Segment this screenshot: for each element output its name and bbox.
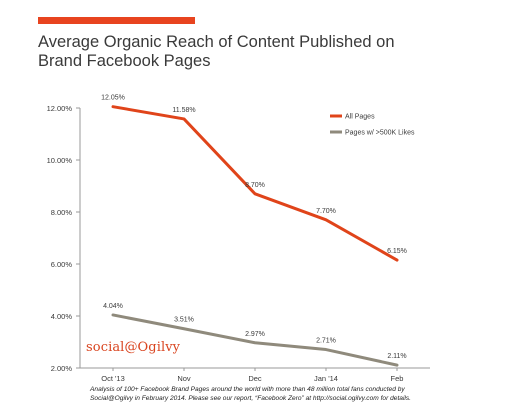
y-tick-label: 12.00%	[47, 104, 73, 113]
data-label: 12.05%	[101, 95, 125, 102]
footnote-line-2: Social@Ogilvy in February 2014. Please s…	[90, 394, 412, 402]
y-tick-label: 6.00%	[51, 260, 73, 269]
data-label: 7.70%	[316, 208, 336, 215]
footnote-line-1: Analysis of 100+ Facebook Brand Pages ar…	[90, 386, 405, 393]
chart-title-line-1: Average Organic Reach of Content Publish…	[38, 33, 395, 51]
data-label: 2.71%	[316, 338, 336, 345]
x-tick-label: Dec	[248, 374, 262, 383]
y-tick-label: 10.00%	[47, 156, 73, 165]
legend-label: All Pages	[345, 114, 375, 121]
footnote: Analysis of 100+ Facebook Brand Pages ar…	[90, 386, 510, 404]
data-label: 6.15%	[387, 248, 407, 255]
data-label: 2.97%	[245, 331, 265, 338]
x-tick-label: Feb	[391, 374, 404, 383]
brand-logo: social@Ogilvy	[86, 340, 181, 355]
data-label: 4.04%	[103, 303, 123, 310]
y-tick-label: 4.00%	[51, 312, 73, 321]
x-tick-label: Oct '13	[101, 374, 125, 383]
data-label: 8.70%	[245, 182, 265, 189]
legend-label: Pages w/ >500K Likes	[345, 130, 415, 137]
data-label: 3.51%	[174, 317, 194, 324]
data-label: 11.58%	[172, 107, 195, 114]
x-tick-label: Nov	[177, 374, 191, 383]
y-tick-label: 2.00%	[51, 364, 73, 373]
accent-bar	[38, 17, 195, 24]
x-tick-label: Jan '14	[314, 374, 338, 383]
chart-title: Average Organic Reach of Content Publish…	[38, 33, 478, 71]
chart-title-line-2: Brand Facebook Pages	[38, 52, 211, 70]
data-label: 2.11%	[387, 353, 406, 360]
y-tick-label: 8.00%	[51, 208, 73, 217]
